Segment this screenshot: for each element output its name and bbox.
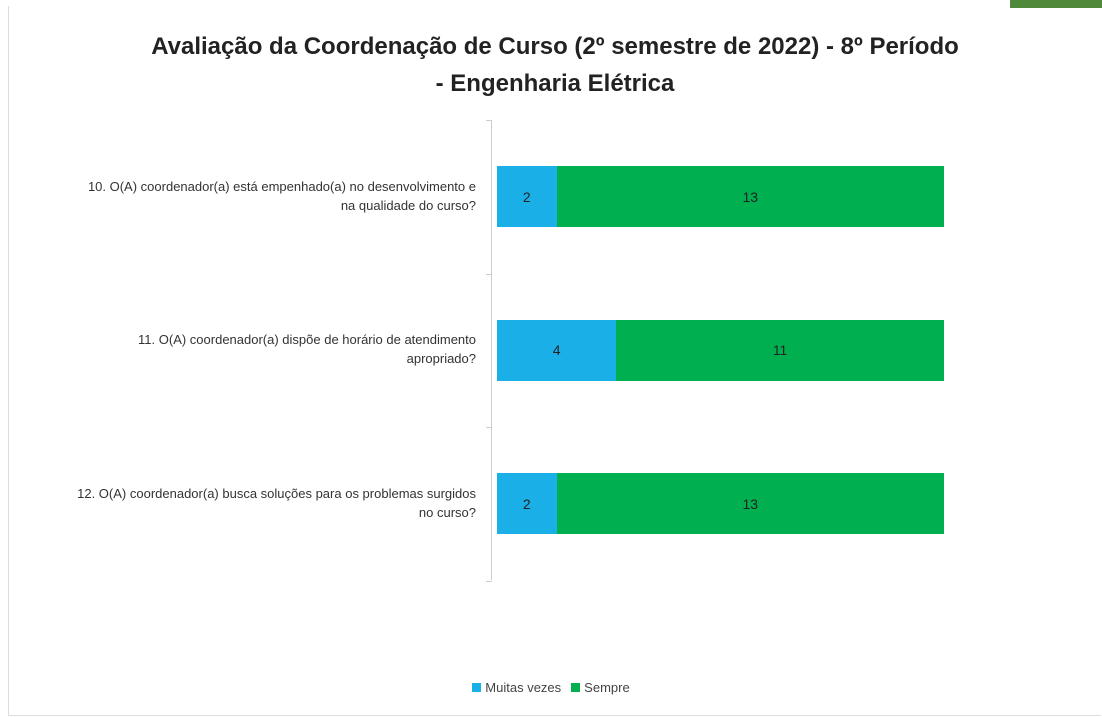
bar-segment: 4 (497, 319, 617, 381)
axis-tick (486, 427, 492, 428)
data-label: 13 (742, 495, 759, 512)
axis-tick (486, 580, 492, 582)
legend-item: Sempre (571, 680, 630, 695)
legend: Muitas vezes Sempre (0, 680, 1102, 695)
axis-tick (486, 273, 492, 275)
legend-swatch (472, 683, 482, 692)
bar-segment: 11 (616, 319, 944, 381)
data-label: 11 (772, 342, 788, 359)
category-label: 11. O(A) coordenador(a) dispõe de horári… (138, 332, 476, 367)
chart-frame (8, 6, 1101, 716)
corner-decoration (1010, 0, 1102, 8)
legend-label: Muitas vezes (485, 680, 562, 695)
bar-segment: 2 (497, 166, 557, 228)
legend-item: Muitas vezes (472, 680, 561, 695)
data-label: 13 (742, 188, 759, 205)
category-label: 12. O(A) coordenador(a) busca soluções p… (77, 485, 476, 520)
legend-label: Sempre (584, 680, 630, 695)
category-axis (491, 120, 492, 580)
axis-tick (486, 120, 492, 121)
legend-swatch (571, 683, 581, 692)
data-label: 2 (522, 495, 531, 512)
chart-title: Avaliação da Coordenação de Curso (2º se… (151, 33, 959, 97)
bar-segment: 13 (556, 473, 944, 535)
bar-segment: 2 (497, 473, 557, 535)
category-label: 10. O(A) coordenador(a) está empenhado(a… (87, 178, 476, 213)
data-label: 4 (552, 342, 561, 359)
bar-segment: 13 (556, 166, 944, 228)
data-label: 2 (522, 188, 531, 205)
